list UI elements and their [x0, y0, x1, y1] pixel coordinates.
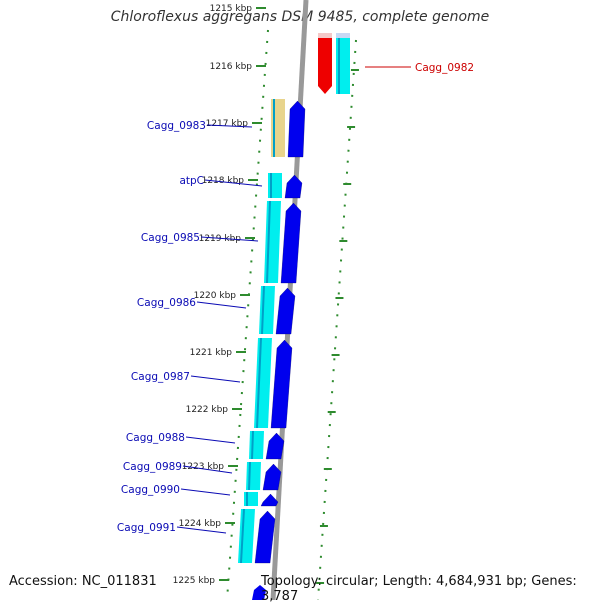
gene-label-Cagg_0983: Cagg_0983 — [147, 120, 206, 132]
tick-label: 1225 kbp — [173, 576, 216, 586]
label-leader-line — [206, 124, 253, 128]
gene-label-Cagg_0991: Cagg_0991 — [117, 522, 176, 534]
feature-shadow — [318, 33, 332, 39]
label-leader-line — [190, 375, 241, 383]
feature-edge — [261, 285, 265, 335]
label-leader-line — [182, 465, 233, 474]
tick-label: 1224 kbp — [179, 519, 222, 529]
feature-edge — [266, 200, 271, 284]
feature-arrow-forward — [265, 432, 285, 460]
tick-label: 1221 kbp — [190, 348, 233, 358]
tick-label: 1223 kbp — [182, 462, 225, 472]
map-title: Chloroflexus aggregans DSM 9485, complet… — [110, 9, 490, 25]
gene-label-Cagg_0987: Cagg_0987 — [131, 371, 190, 383]
feature-edge — [248, 461, 251, 491]
feature-shadow — [336, 33, 350, 39]
label-leader-line — [180, 488, 231, 496]
gene-labels: Cagg_0982 Cagg_0983 atpC Cagg_0985 Cagg_0986… — [117, 62, 474, 534]
label-leader-line — [185, 436, 236, 444]
tick-label: 1222 kbp — [186, 405, 229, 415]
feature-arrow-forward — [252, 585, 266, 600]
inner-dotted-ring — [317, 39, 357, 600]
feature-arrow-forward — [262, 463, 282, 491]
feature-arrow-forward — [270, 339, 293, 429]
feature-arrow-forward — [287, 100, 306, 158]
feature-arrow-forward — [254, 510, 276, 564]
tick-label: 1220 kbp — [194, 291, 237, 301]
tick-label: 1219 kbp — [199, 234, 242, 244]
gene-label-Cagg_0985: Cagg_0985 — [141, 232, 200, 244]
gene-features[interactable] — [238, 33, 350, 600]
tick-label: 1215 kbp — [210, 4, 253, 14]
scale-ticks: 1215 kbp 1216 kbp 1217 kbp 1218 kbp 1219 kbp… — [173, 4, 359, 586]
gene-label-Cagg_0989: Cagg_0989 — [123, 461, 182, 473]
gene-label-Cagg_0988: Cagg_0988 — [126, 432, 185, 444]
feature-arrow-forward — [280, 202, 302, 284]
feature-arrow-forward — [275, 287, 296, 335]
tick-label: 1218 kbp — [202, 176, 245, 186]
feature-edge — [251, 430, 254, 460]
label-leader-line — [200, 236, 259, 242]
label-leader-line — [176, 526, 227, 534]
gene-label-atpC: atpC — [179, 175, 204, 187]
feature-edge — [240, 508, 245, 564]
feature-arrow-reverse — [318, 38, 332, 94]
label-leader-line — [196, 301, 247, 309]
tick-label: 1217 kbp — [206, 119, 249, 129]
feature-edge — [256, 337, 262, 429]
gene-label-Cagg_0990: Cagg_0990 — [121, 484, 180, 496]
label-leader-line — [204, 179, 263, 187]
gene-label-Cagg_0986: Cagg_0986 — [137, 297, 196, 309]
feature-arrow-forward — [260, 493, 279, 507]
gene-label-Cagg_0982: Cagg_0982 — [415, 62, 474, 74]
feature-arrow-forward — [284, 174, 303, 199]
tick-label: 1216 kbp — [210, 62, 253, 72]
accession-text: Accession: NC_011831 — [9, 574, 157, 589]
